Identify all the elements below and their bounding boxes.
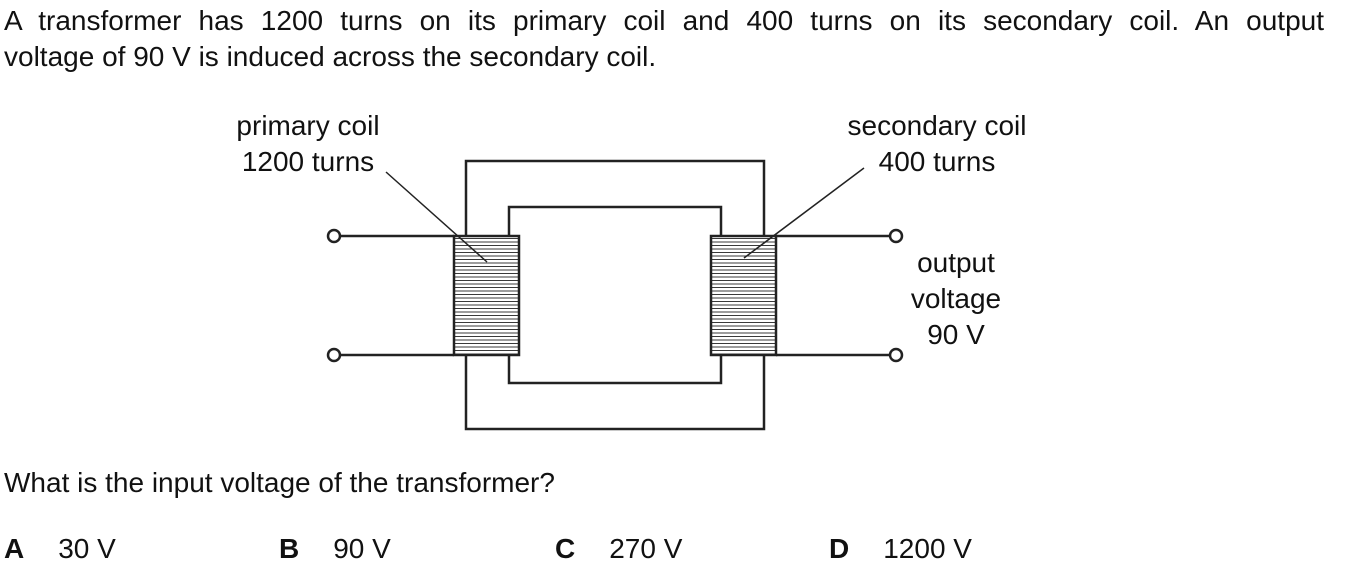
option-c[interactable]: C 270 V [555, 531, 682, 567]
primary-coil-label: primary coil 1200 turns [218, 108, 398, 180]
option-c-letter: C [555, 533, 576, 564]
primary-leader-line [385, 171, 488, 263]
primary-circuit [326, 228, 454, 363]
secondary-coil-label-text: secondary coil [847, 110, 1027, 141]
option-d[interactable]: D 1200 V [829, 531, 972, 567]
output-label-line-2: voltage [910, 283, 1002, 314]
option-b-value: 90 V [333, 533, 391, 564]
option-d-letter: D [829, 533, 850, 564]
output-voltage-label: output voltage 90 V [896, 245, 1016, 353]
option-a[interactable]: A 30 V [4, 531, 116, 567]
primary-coil-label-text: primary coil [236, 110, 380, 141]
option-d-value: 1200 V [883, 533, 972, 564]
secondary-coil-turns-text: 400 turns [878, 146, 996, 177]
option-c-value: 270 V [609, 533, 683, 564]
output-label-line-3: 90 V [927, 319, 985, 350]
primary-coil [452, 234, 521, 357]
primary-terminal-bottom [326, 347, 342, 363]
option-b-letter: B [279, 533, 300, 564]
question-stem-line-2: voltage of 90 V is induced across the se… [4, 41, 657, 72]
question-stem: A transformer has 1200 turns on its prim… [4, 3, 1324, 75]
secondary-coil-label: secondary coil 400 turns [837, 108, 1037, 180]
secondary-coil [709, 234, 778, 357]
core-inner-edge [507, 205, 723, 385]
output-label-line-1: output [917, 247, 995, 278]
secondary-leader-line [743, 167, 865, 259]
option-a-letter: A [4, 533, 25, 564]
primary-terminal-top [326, 228, 342, 244]
option-a-value: 30 V [58, 533, 116, 564]
secondary-circuit [776, 228, 904, 363]
secondary-terminal-top [888, 228, 904, 244]
option-b[interactable]: B 90 V [279, 531, 391, 567]
question-prompt: What is the input voltage of the transfo… [4, 467, 555, 498]
transformer-diagram [326, 159, 904, 431]
secondary-terminal-bottom [888, 347, 904, 363]
question-stem-line-1: A transformer has 1200 turns on its prim… [4, 5, 1324, 36]
primary-coil-turns-text: 1200 turns [241, 146, 375, 177]
